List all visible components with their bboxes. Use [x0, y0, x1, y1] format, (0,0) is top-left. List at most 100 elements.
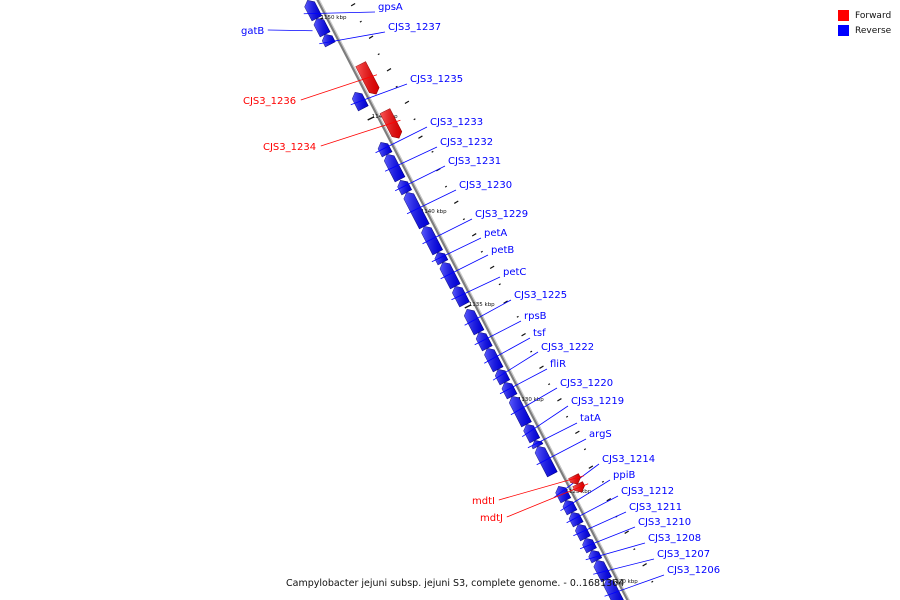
gene-cjs3-1237[interactable]: CJS3_1237 — [319, 22, 441, 48]
gene-cjs3-1229[interactable]: CJS3_1229 — [421, 209, 529, 256]
minor-tick — [444, 185, 448, 188]
minor-tick — [601, 480, 605, 483]
gene-leader — [440, 254, 489, 280]
gene-label[interactable]: petB — [491, 245, 514, 256]
gene-cjs3-1211[interactable]: CJS3_1211 — [573, 502, 682, 542]
gene-leader — [522, 405, 569, 438]
minor-tick — [624, 530, 630, 534]
gene-cjs3-1233[interactable]: CJS3_1233 — [375, 117, 484, 158]
forward-swatch — [838, 10, 849, 21]
gene-label[interactable]: mdtI — [472, 496, 495, 507]
gene-block-shade — [509, 396, 532, 427]
gene-label[interactable]: CJS3_1211 — [629, 502, 682, 513]
gene-cjs3-1234[interactable]: CJS3_1234 — [263, 108, 403, 153]
gene-cjs3-1222[interactable]: CJS3_1222 — [492, 342, 594, 386]
gene-label[interactable]: fliR — [550, 359, 566, 370]
gene-label[interactable]: CJS3_1206 — [667, 565, 720, 576]
gene-cjs3-1210[interactable]: CJS3_1210 — [579, 517, 691, 554]
gene-peta[interactable]: petA — [431, 228, 508, 266]
gene-label[interactable]: argS — [589, 429, 612, 440]
gene-label[interactable]: CJS3_1222 — [541, 342, 594, 353]
gene-cjs3-1206[interactable]: CJS3_1206 — [603, 565, 720, 600]
kbp-tick — [464, 304, 472, 309]
gene-rpsb[interactable]: rpsB — [474, 311, 547, 352]
gene-leader — [303, 11, 376, 15]
gene-mdtj[interactable]: mdtJ — [480, 481, 589, 524]
gene-cjs3-1207[interactable]: CJS3_1207 — [593, 549, 710, 583]
gene-label[interactable]: tatA — [580, 413, 601, 424]
gene-tsf[interactable]: tsf — [484, 328, 546, 373]
kbp-tick-label: 1130 kbp — [518, 397, 544, 403]
gene-label[interactable]: CJS3_1236 — [243, 96, 296, 107]
gene-block-shade — [532, 440, 543, 449]
gene-leader — [579, 526, 636, 550]
gene-label[interactable]: CJS3_1233 — [430, 117, 483, 128]
gene-label[interactable]: CJS3_1229 — [475, 209, 528, 220]
gene-label[interactable]: CJS3_1219 — [571, 396, 624, 407]
gene-cjs3-1219[interactable]: CJS3_1219 — [522, 396, 624, 444]
minor-tick — [498, 283, 501, 286]
minor-tick — [377, 53, 380, 56]
minor-tick — [489, 265, 495, 270]
minor-tick — [633, 548, 636, 551]
gene-petb[interactable]: petB — [439, 245, 514, 290]
gene-leader — [267, 29, 313, 32]
gene-petc[interactable]: petC — [451, 267, 526, 308]
minor-tick — [521, 332, 526, 337]
gene-label[interactable]: CJS3_1212 — [621, 486, 674, 497]
gene-label[interactable]: CJS3_1220 — [560, 378, 613, 389]
gene-cjs3-1235[interactable]: CJS3_1235 — [350, 74, 463, 112]
gene-label[interactable]: CJS3_1207 — [657, 549, 710, 560]
minor-tick — [359, 20, 362, 23]
gene-flir[interactable]: fliR — [499, 359, 566, 400]
gene-label[interactable]: mdtJ — [480, 513, 503, 524]
minor-tick — [404, 100, 410, 105]
gene-label[interactable]: CJS3_1210 — [638, 517, 691, 528]
gene-block-shade — [352, 92, 369, 111]
gene-label[interactable]: CJS3_1237 — [388, 22, 441, 33]
gene-label[interactable]: gpsA — [378, 2, 403, 13]
gene-cjs3-1236[interactable]: CJS3_1236 — [243, 61, 380, 107]
gene-label[interactable]: rpsB — [524, 311, 547, 322]
gene-cjs3-1232[interactable]: CJS3_1232 — [383, 137, 493, 183]
gene-label[interactable]: petA — [484, 228, 507, 239]
gene-cjs3-1225[interactable]: CJS3_1225 — [463, 290, 567, 336]
gene-gatb[interactable]: gatB — [241, 18, 331, 38]
minor-tick — [557, 398, 562, 402]
gene-leader — [560, 479, 611, 512]
minor-tick — [606, 497, 612, 502]
gene-cjs3-1230[interactable]: CJS3_1230 — [403, 180, 512, 230]
gene-label[interactable]: CJS3_1231 — [448, 156, 501, 167]
gene-cjs3-1220[interactable]: CJS3_1220 — [508, 378, 613, 428]
minor-tick — [453, 200, 459, 204]
gene-block-shade — [572, 481, 585, 493]
gene-cjs3-1231[interactable]: CJS3_1231 — [394, 156, 501, 196]
gene-label[interactable]: tsf — [533, 328, 546, 339]
gene-leader — [300, 74, 378, 101]
gene-args[interactable]: argS — [534, 429, 612, 478]
gene-cjs3-1208[interactable]: CJS3_1208 — [585, 533, 701, 564]
gene-cjs3-1212[interactable]: CJS3_1212 — [566, 486, 674, 528]
gene-label[interactable]: CJS3_1232 — [440, 137, 493, 148]
gene-leader — [406, 189, 457, 215]
gene-label[interactable]: petC — [503, 267, 526, 278]
minor-tick — [530, 350, 533, 353]
gene-label[interactable]: CJS3_1214 — [602, 454, 655, 465]
gene-gpsa[interactable]: gpsA — [303, 0, 403, 22]
gene-label[interactable]: CJS3_1234 — [263, 142, 316, 153]
gene-label[interactable]: CJS3_1208 — [648, 533, 701, 544]
gene-leader — [499, 368, 548, 395]
gene-leader — [422, 218, 473, 245]
gene-label[interactable]: ppiB — [613, 470, 635, 481]
gene-tata[interactable]: tatA — [527, 413, 601, 450]
gene-label[interactable]: CJS3_1230 — [459, 180, 512, 191]
gene-block-shade — [502, 382, 517, 399]
gene-leader — [566, 495, 619, 524]
gene-label[interactable]: CJS3_1235 — [410, 74, 463, 85]
gene-leader — [536, 438, 587, 466]
gene-mdti[interactable]: mdtI — [472, 473, 585, 507]
gene-label[interactable]: gatB — [241, 26, 264, 37]
gene-label[interactable]: CJS3_1225 — [514, 290, 567, 301]
minor-tick — [386, 68, 392, 72]
gene-ppib[interactable]: ppiB — [560, 470, 635, 516]
